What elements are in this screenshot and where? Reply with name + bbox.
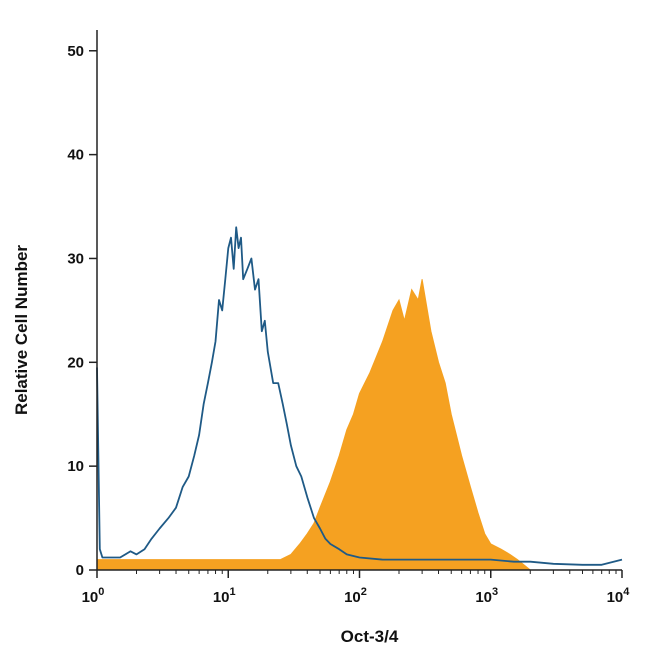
y-tick-label: 20 [67,354,84,371]
tick-layer: 0 10 20 30 40 50 100 101 102 103 104 [67,43,630,606]
x-tick-label: 101 [213,586,236,606]
y-axis-title: Relative Cell Number [12,245,31,415]
x-tick-label: 104 [607,586,631,606]
y-tick-label: 0 [76,562,84,579]
series-layer [96,226,623,571]
x-axis-title: Oct-3/4 [341,627,399,646]
y-tick-label: 10 [67,458,84,475]
y-tick-label: 40 [67,147,84,164]
x-tick-label: 100 [82,586,105,606]
y-tick-label: 30 [67,250,84,267]
x-tick-label: 102 [344,586,367,606]
x-tick-label: 103 [475,586,498,606]
y-tick-label: 50 [67,43,84,60]
histogram-filled-series [96,279,622,571]
histogram-outline-series [96,226,623,566]
